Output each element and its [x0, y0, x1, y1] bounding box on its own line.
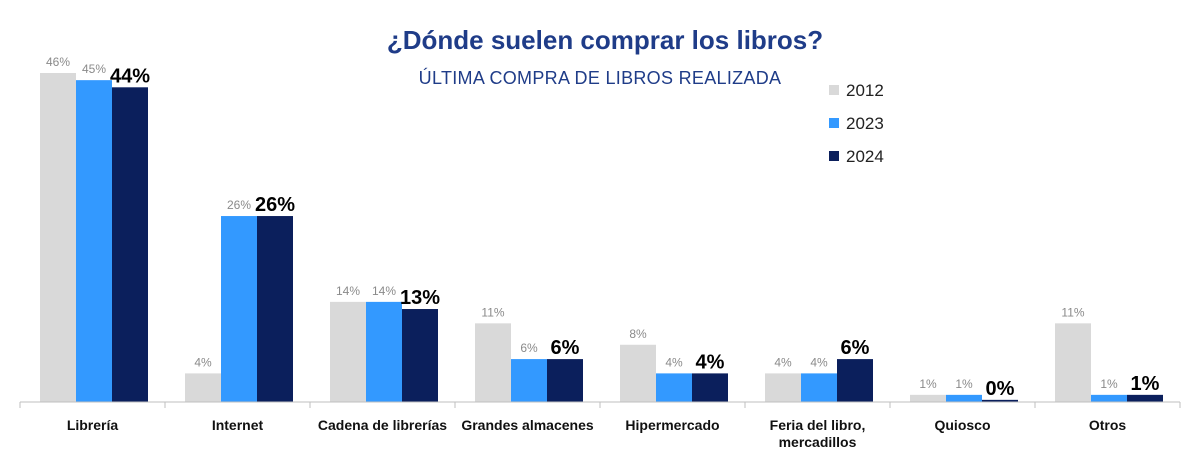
value-label-otros-2023: 1%: [1100, 377, 1118, 391]
value-label-grandes-almacenes-2024: 6%: [551, 337, 580, 359]
category-label-feria-del-libro-mercadillos: mercadillos: [779, 434, 857, 450]
legend-label-2023: 2023: [846, 114, 884, 133]
value-label-quiosco-2024: 0%: [986, 378, 1015, 400]
bar-quiosco-2024: [982, 399, 1018, 402]
value-label-libreria-2023: 45%: [82, 62, 106, 76]
bar-otros-2023: [1091, 394, 1127, 402]
bar-cadena-de-librerias-2024: [402, 309, 438, 402]
legend-label-2024: 2024: [846, 147, 884, 166]
bar-feria-del-libro-mercadillos-2024: [837, 359, 873, 402]
value-label-internet-2023: 26%: [227, 198, 251, 212]
bar-libreria-2024: [112, 87, 148, 402]
value-label-libreria-2024: 44%: [110, 65, 150, 87]
chart-subtitle: ÚLTIMA COMPRA DE LIBROS REALIZADA: [419, 67, 782, 88]
category-label-grandes-almacenes: Grandes almacenes: [461, 417, 594, 433]
category-label-feria-del-libro-mercadillos: Feria del libro,: [770, 417, 866, 433]
value-label-hipermercado-2024: 4%: [696, 351, 725, 373]
chart-title: ¿Dónde suelen comprar los libros?: [387, 25, 823, 55]
value-label-grandes-almacenes-2012: 11%: [481, 305, 504, 319]
category-label-internet: Internet: [212, 417, 264, 433]
x-axis-ticks: [19, 402, 1181, 408]
value-labels-group: 46% 45% 44% 4% 26% 26% 14% 14% 13% 11% 6% 6% 8% 4% 4% 4…: [46, 55, 1160, 400]
category-label-cadena-de-librerias: Cadena de librerías: [318, 417, 447, 433]
value-label-cadena-de-librerias-2023: 14%: [372, 284, 396, 298]
value-label-internet-2012: 4%: [194, 355, 212, 369]
value-label-internet-2024: 26%: [255, 194, 295, 216]
category-label-otros: Otros: [1089, 417, 1127, 433]
value-label-cadena-de-librerias-2012: 14%: [336, 284, 360, 298]
value-label-feria-del-libro-mercadillos-2024: 6%: [841, 337, 870, 359]
bar-libreria-2023: [76, 80, 112, 403]
bar-otros-2024: [1127, 394, 1163, 402]
value-label-feria-del-libro-mercadillos-2012: 4%: [774, 355, 792, 369]
bar-quiosco-2023: [946, 394, 982, 402]
bar-hipermercado-2024: [692, 373, 728, 402]
category-label-libreria: Librería: [67, 417, 119, 433]
category-label-quiosco: Quiosco: [934, 417, 990, 433]
bar-internet-2023: [221, 216, 257, 402]
legend-swatch-2023: [829, 118, 839, 128]
legend-swatch-2012: [829, 85, 839, 95]
bar-internet-2024: [257, 216, 293, 402]
value-label-hipermercado-2012: 8%: [629, 327, 647, 341]
legend-swatch-2024: [829, 151, 839, 161]
value-label-grandes-almacenes-2023: 6%: [520, 341, 538, 355]
bar-cadena-de-librerias-2023: [366, 301, 402, 402]
bar-internet-2012: [185, 373, 221, 402]
value-label-otros-2024: 1%: [1131, 373, 1160, 395]
value-label-libreria-2012: 46%: [46, 55, 70, 69]
value-label-quiosco-2012: 1%: [919, 377, 937, 391]
bar-cadena-de-librerias-2012: [330, 301, 366, 402]
legend-label-2012: 2012: [846, 81, 884, 100]
value-label-otros-2012: 11%: [1061, 305, 1084, 319]
bar-hipermercado-2023: [656, 373, 692, 402]
bar-grandes-almacenes-2012: [475, 323, 511, 402]
bar-grandes-almacenes-2023: [511, 359, 547, 402]
bar-grandes-almacenes-2024: [547, 359, 583, 402]
value-label-cadena-de-librerias-2024: 13%: [400, 287, 440, 309]
bar-otros-2012: [1055, 323, 1091, 402]
bar-hipermercado-2012: [620, 344, 656, 402]
value-label-hipermercado-2023: 4%: [665, 355, 683, 369]
bars-group: [40, 73, 1163, 403]
value-label-quiosco-2023: 1%: [955, 377, 973, 391]
value-label-feria-del-libro-mercadillos-2023: 4%: [810, 355, 828, 369]
bar-libreria-2012: [40, 73, 76, 402]
bar-quiosco-2012: [910, 394, 946, 402]
category-labels-group: Librería Internet Cadena de librerías Grand…: [67, 417, 1127, 450]
bar-feria-del-libro-mercadillos-2023: [801, 373, 837, 402]
legend: 2012 2023 2024: [829, 81, 884, 166]
category-label-hipermercado: Hipermercado: [625, 417, 719, 433]
bar-feria-del-libro-mercadillos-2012: [765, 373, 801, 402]
